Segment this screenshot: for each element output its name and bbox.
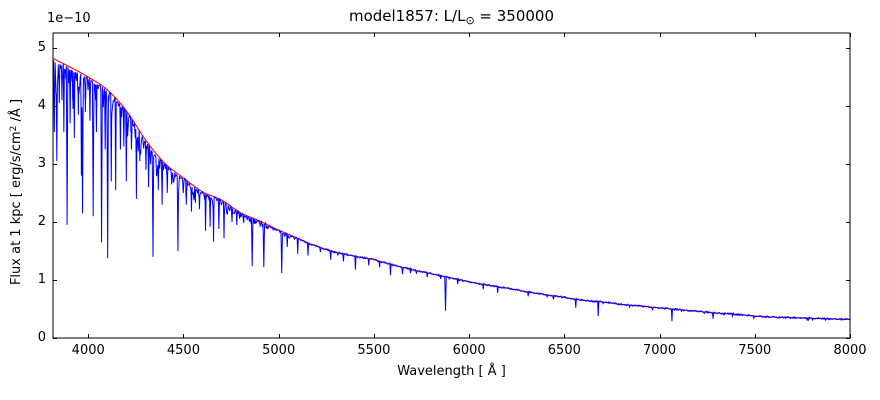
- x-tick-label: 5500: [357, 343, 391, 358]
- spectrum-series: [52, 60, 851, 322]
- plot-frame: [52, 32, 851, 339]
- y-tick-label: 4: [37, 98, 46, 114]
- x-tick-label: 4500: [166, 343, 200, 358]
- y-tick-label: 5: [37, 40, 46, 56]
- sun-symbol: ⊙: [465, 14, 475, 27]
- x-tick-label: 7500: [738, 343, 772, 358]
- x-tick-label: 6500: [547, 343, 581, 358]
- x-tick-label: 7000: [643, 343, 677, 358]
- x-axis-label: Wavelength [ Å ]: [397, 364, 506, 379]
- x-tick-label: 8000: [833, 343, 867, 358]
- plot-title-suffix: = 350000: [474, 7, 555, 25]
- plot-title-prefix: model1857: L/L: [348, 7, 466, 25]
- plot-title: model1857: L/L⊙ = 350000: [53, 7, 850, 27]
- continuum-series: [52, 58, 851, 320]
- x-tick-label: 6000: [452, 343, 486, 358]
- y-tick-label: 1: [37, 272, 46, 287]
- x-tick-label: 5000: [262, 343, 296, 358]
- y-axis-offset-label: 1e−10: [47, 11, 91, 26]
- x-tick-label: 4000: [71, 343, 105, 358]
- y-tick-label: 2: [37, 214, 46, 230]
- y-tick-label: 3: [37, 156, 46, 172]
- y-axis-label-text: Flux at 1 kpc [ erg/s/cm: [9, 131, 24, 286]
- y-tick-label: 0: [37, 330, 46, 345]
- y-axis-label-superscript: 2: [9, 125, 19, 132]
